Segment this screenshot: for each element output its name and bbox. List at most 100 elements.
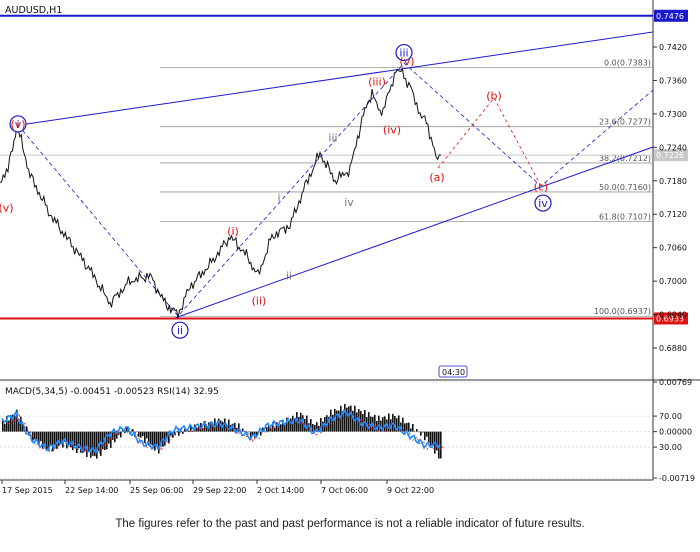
macd-histogram-bar [300,412,302,432]
indicator-title: MACD(5,34,5) -0.00451 -0.00523 RSI(14) 3… [5,387,219,397]
macd-histogram-bar [10,415,12,432]
chart-window: 0.0(0.7383) 23.6(0.7277) 38.2(0.7212) 50.0(… [0,0,700,495]
macd-histogram-bar [426,431,428,437]
fibonacci-level-label: 0.0(0.7383) [604,59,651,68]
macd-histogram-bar [44,431,46,446]
macd-histogram-bar [152,431,154,446]
macd-histogram-bar [294,419,296,432]
macd-histogram-bar [118,431,120,435]
price-axis-label: 0.7360 [659,76,687,85]
macd-histogram-bar [102,431,104,450]
macd-histogram-bar [374,414,376,432]
macd-histogram-bar [22,423,24,432]
macd-histogram-bar [412,423,414,432]
wave-label: (c) [534,180,549,193]
macd-histogram-bar [64,431,66,442]
macd-histogram-bar [286,417,288,432]
macd-histogram-bar [112,431,114,440]
price-tag-label: 0.6933 [656,314,684,323]
macd-histogram-bar [40,431,42,442]
macd-histogram-bar [76,431,78,454]
wave-label: (v) [0,202,14,215]
macd-histogram-bar [392,413,394,432]
macd-histogram-bar [310,418,312,432]
macd-histogram-bar [2,420,4,432]
macd-histogram-bar [88,431,90,452]
time-axis-label: 25 Sep 06:00 [130,486,183,495]
projection-path-dashed [437,97,542,187]
time-axis-label: 2 Oct 14:00 [257,486,304,495]
macd-histogram-bar [424,431,426,441]
macd-histogram-bar [430,431,432,446]
macd-histogram-bar [228,419,230,432]
macd-histogram-bar [348,406,350,432]
macd-histogram-bar [346,407,348,432]
wave-label: i [16,118,19,131]
macd-histogram-bar [276,422,278,432]
wave-label: iv [344,196,354,209]
macd-histogram-bar [150,431,152,445]
macd-histogram-bar [336,410,338,432]
macd-histogram-bar [136,431,138,433]
wave-label-circle [534,194,552,212]
macd-histogram-bar [74,431,76,447]
macd-histogram-bar [396,418,398,432]
price-axis-label: 0.7300 [659,110,687,119]
wave-label-circle [395,43,413,62]
price-tag-label: 0.7476 [656,12,684,21]
wave-label: iii [399,47,408,60]
macd-histogram-bar [166,431,168,440]
macd-histogram-bar [282,419,284,432]
macd-histogram-bar [18,419,20,432]
macd-histogram-bar [328,416,330,432]
macd-histogram-bar [252,431,254,436]
wave-labels: iiiiiiiv(v)(v)(i)(ii)(iii)(iv)(v)(a)(b)(… [0,43,552,339]
macd-histogram-bar [338,410,340,432]
macd-histogram-bar [82,431,84,453]
macd-histogram-bar [48,431,50,451]
macd-histogram-bar [14,415,16,432]
trend-channel-line [19,31,654,126]
wave-label: (i) [227,225,239,238]
price-axis-label: 0.7420 [659,43,687,52]
price-tag-box [654,312,688,325]
macd-histogram-bar [172,431,174,438]
macd-histogram-bar [198,426,200,432]
trend-channel-line [174,146,654,319]
macd-histogram-bar [68,431,70,446]
macd-histogram-bar [388,413,390,432]
wave-label: iii [328,131,337,144]
macd-histogram-bar [404,423,406,432]
wave-label: i [277,192,280,205]
macd-histogram-bar [414,431,416,433]
macd-histogram-bar [394,416,396,432]
macd-histogram-bar [360,411,362,432]
macd-histogram-bar [6,416,8,432]
macd-histogram-bar [174,431,176,435]
macd-histogram-bar [330,409,332,432]
macd-histogram-bar [12,414,14,432]
macd-histogram-bar [306,415,308,432]
wave-label: (v) [399,55,414,68]
macd-histogram-bar [320,417,322,432]
macd-histogram-bar [196,427,198,432]
macd-histogram-bar [160,431,162,447]
fibonacci-level-label: 61.8(0.7107) [599,212,651,221]
macd-histogram-bar [8,420,10,432]
macd-histogram-bar [428,431,430,444]
main-panel: 0.0(0.7383) 23.6(0.7277) 38.2(0.7212) 50.0(… [0,14,654,320]
wave-label: ii [286,270,292,283]
macd-histogram-bar [288,421,290,432]
price-tag-box [654,9,688,22]
indicator-panel [0,381,653,479]
macd-histogram-bar [84,431,86,451]
macd-histogram-bar [406,422,408,432]
macd-histogram-bar [368,412,370,432]
macd-histogram-bar [218,418,220,432]
macd-histogram-bar [354,405,356,432]
fibonacci-level-label: 100.0(0.6937) [594,307,651,316]
macd-histogram-bar [312,424,314,432]
macd-histogram-bar [52,431,54,452]
macd-histogram-bar [56,431,58,449]
macd-histogram-bar [260,431,262,436]
